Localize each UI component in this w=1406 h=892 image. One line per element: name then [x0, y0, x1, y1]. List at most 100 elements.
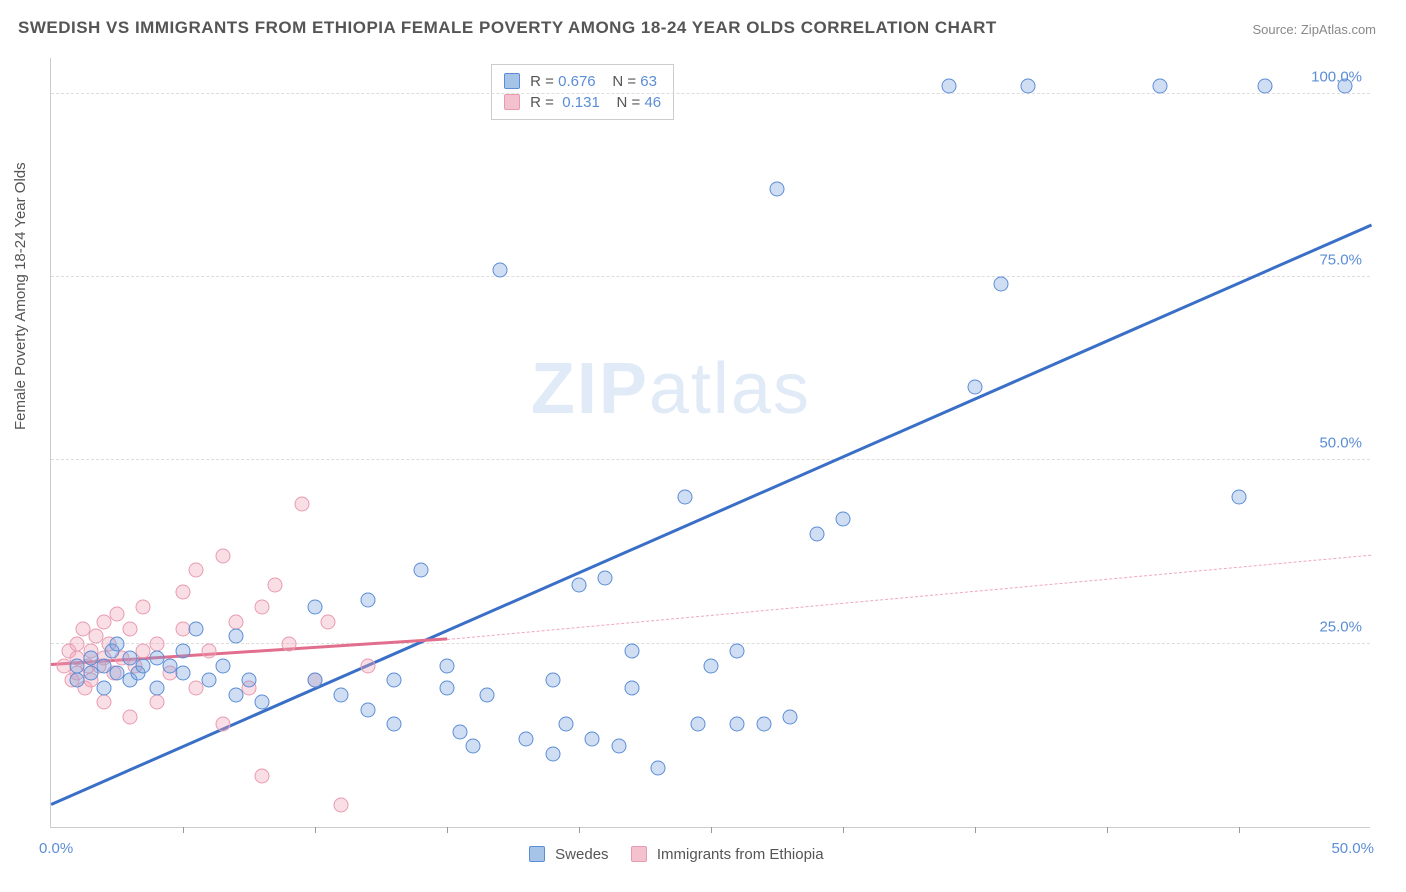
legend-row-swedes: R = 0.676 N = 63 [504, 71, 661, 92]
legend-label-ethiopia: Immigrants from Ethiopia [657, 846, 824, 863]
data-point [624, 644, 639, 659]
data-point [110, 636, 125, 651]
data-point [176, 666, 191, 681]
data-point [690, 717, 705, 732]
data-point [387, 673, 402, 688]
data-point [215, 658, 230, 673]
data-point [149, 636, 164, 651]
data-point [783, 710, 798, 725]
data-point [479, 688, 494, 703]
data-point [202, 644, 217, 659]
x-tick [579, 827, 580, 833]
data-point [677, 490, 692, 505]
data-point [492, 262, 507, 277]
data-point [1337, 79, 1352, 94]
data-point [96, 680, 111, 695]
data-point [1258, 79, 1273, 94]
legend-label-swedes: Swedes [555, 846, 608, 863]
data-point [215, 548, 230, 563]
data-point [545, 746, 560, 761]
data-point [123, 622, 138, 637]
data-point [545, 673, 560, 688]
data-point [360, 702, 375, 717]
data-point [413, 563, 428, 578]
data-point [294, 497, 309, 512]
data-point [149, 695, 164, 710]
watermark: ZIPatlas [531, 348, 811, 430]
data-point [387, 717, 402, 732]
y-axis-label: Female Poverty Among 18-24 Year Olds [12, 162, 29, 430]
data-point [1152, 79, 1167, 94]
data-point [809, 526, 824, 541]
legend-row-ethiopia: R = 0.131 N = 46 [504, 92, 661, 113]
data-point [360, 592, 375, 607]
grid-line-h [51, 93, 1370, 94]
data-point [308, 673, 323, 688]
data-point [189, 622, 204, 637]
data-point [756, 717, 771, 732]
trend-line [50, 223, 1371, 805]
scatter-plot-area: ZIPatlas R = 0.676 N = 63 R = 0.131 N = … [50, 58, 1370, 828]
data-point [96, 695, 111, 710]
data-point [453, 724, 468, 739]
data-point [255, 768, 270, 783]
data-point [123, 710, 138, 725]
data-point [704, 658, 719, 673]
x-tick [843, 827, 844, 833]
data-point [149, 680, 164, 695]
data-point [598, 570, 613, 585]
x-tick [183, 827, 184, 833]
x-tick [315, 827, 316, 833]
data-point [624, 680, 639, 695]
data-point [268, 578, 283, 593]
data-point [994, 277, 1009, 292]
data-point [215, 717, 230, 732]
x-tick [1239, 827, 1240, 833]
data-point [228, 688, 243, 703]
data-point [572, 578, 587, 593]
x-tick-label-min: 0.0% [39, 840, 73, 857]
x-tick [447, 827, 448, 833]
data-point [770, 182, 785, 197]
y-tick-label: 50.0% [1319, 435, 1362, 452]
data-point [730, 717, 745, 732]
legend-swatch-blue [529, 846, 545, 862]
data-point [202, 673, 217, 688]
data-point [189, 563, 204, 578]
data-point [1232, 490, 1247, 505]
source-attribution: Source: ZipAtlas.com [1252, 22, 1376, 37]
data-point [242, 673, 257, 688]
data-point [440, 658, 455, 673]
grid-line-h [51, 459, 1370, 460]
legend-swatch-pink [631, 846, 647, 862]
data-point [228, 614, 243, 629]
x-tick [1107, 827, 1108, 833]
series-legend: Swedes Immigrants from Ethiopia [511, 846, 824, 863]
data-point [228, 629, 243, 644]
data-point [281, 636, 296, 651]
x-tick [711, 827, 712, 833]
legend-swatch-blue [504, 73, 520, 89]
data-point [836, 512, 851, 527]
data-point [466, 739, 481, 754]
data-point [585, 732, 600, 747]
data-point [440, 680, 455, 695]
data-point [558, 717, 573, 732]
data-point [968, 380, 983, 395]
grid-line-h [51, 643, 1370, 644]
x-tick-label-max: 50.0% [1331, 840, 1374, 857]
legend-swatch-pink [504, 94, 520, 110]
data-point [1020, 79, 1035, 94]
data-point [334, 688, 349, 703]
data-point [321, 614, 336, 629]
y-tick-label: 25.0% [1319, 618, 1362, 635]
data-point [519, 732, 534, 747]
y-tick-label: 100.0% [1311, 68, 1362, 85]
data-point [308, 600, 323, 615]
data-point [110, 607, 125, 622]
y-tick-label: 75.0% [1319, 252, 1362, 269]
data-point [255, 695, 270, 710]
data-point [136, 600, 151, 615]
data-point [255, 600, 270, 615]
x-tick [975, 827, 976, 833]
